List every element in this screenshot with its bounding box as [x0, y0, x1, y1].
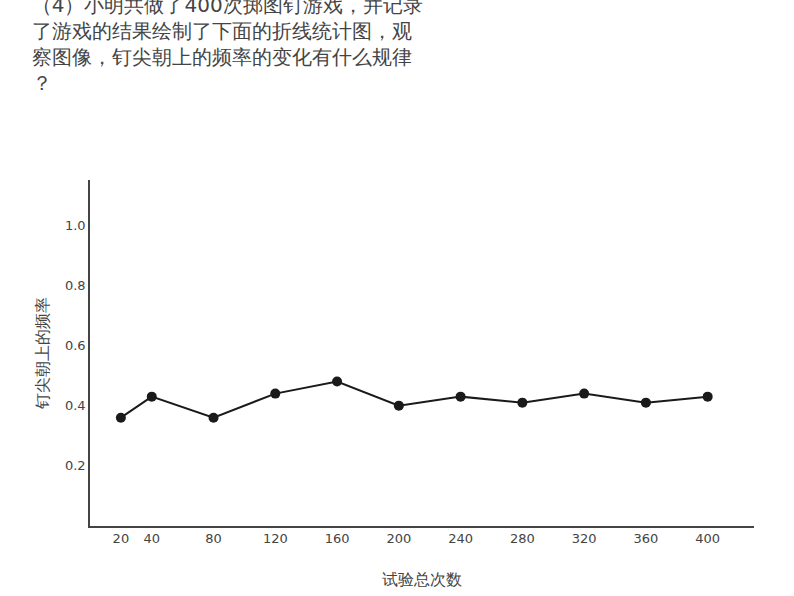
svg-text:400: 400: [695, 531, 720, 546]
svg-text:0.2: 0.2: [65, 458, 86, 473]
svg-text:0.4: 0.4: [65, 398, 86, 413]
svg-text:280: 280: [510, 531, 535, 546]
svg-text:80: 80: [205, 531, 222, 546]
svg-text:200: 200: [386, 531, 411, 546]
svg-text:120: 120: [263, 531, 288, 546]
svg-text:钉尖朝上的频率: 钉尖朝上的频率: [33, 297, 52, 410]
svg-text:320: 320: [572, 531, 597, 546]
svg-text:160: 160: [325, 531, 350, 546]
svg-text:0.8: 0.8: [65, 278, 86, 293]
svg-text:0.6: 0.6: [65, 338, 86, 353]
svg-text:20: 20: [113, 531, 130, 546]
svg-text:360: 360: [633, 531, 658, 546]
svg-text:（4）小明共做了400次掷图钉游戏，并记录了游戏的结果绘制了: （4）小明共做了400次掷图钉游戏，并记录了游戏的结果绘制了下面的折线统计图，观…: [32, 0, 423, 95]
svg-text:40: 40: [143, 531, 160, 546]
svg-text:试验总次数: 试验总次数: [382, 570, 462, 589]
svg-text:240: 240: [448, 531, 473, 546]
svg-text:1.0: 1.0: [65, 218, 86, 233]
